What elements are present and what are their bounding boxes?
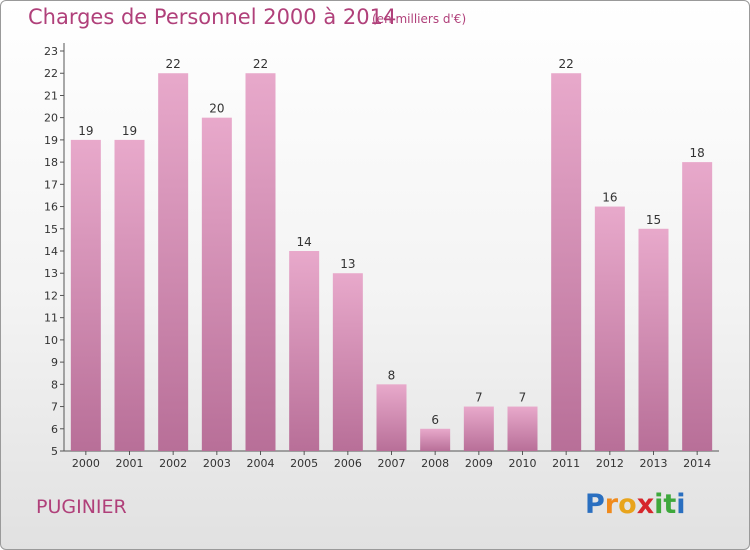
- y-tick-label: 16: [44, 201, 58, 214]
- bar: [551, 73, 582, 451]
- bar: [332, 273, 363, 451]
- x-tick-label: 2008: [421, 457, 449, 470]
- y-tick-label: 6: [51, 423, 58, 436]
- y-tick-label: 23: [44, 45, 58, 58]
- y-tick-label: 8: [51, 378, 58, 391]
- y-tick-label: 17: [44, 178, 58, 191]
- bar: [158, 73, 189, 451]
- bar: [376, 384, 407, 451]
- x-tick-label: 2004: [247, 457, 275, 470]
- y-tick-label: 15: [44, 223, 58, 236]
- y-tick-label: 13: [44, 267, 58, 280]
- chart-title: Charges de Personnel 2000 à 2014: [28, 5, 397, 29]
- x-tick-label: 2006: [334, 457, 362, 470]
- bar: [245, 73, 276, 451]
- bar: [420, 428, 451, 451]
- x-tick-label: 2010: [509, 457, 537, 470]
- bar-value-label: 20: [209, 102, 224, 116]
- x-tick-label: 2005: [290, 457, 318, 470]
- bar: [70, 139, 101, 451]
- y-tick-label: 10: [44, 334, 58, 347]
- x-tick-label: 2013: [640, 457, 668, 470]
- bar-value-label: 14: [297, 235, 312, 249]
- bar-value-label: 19: [78, 124, 93, 138]
- bar: [201, 117, 232, 452]
- x-tick-label: 2002: [159, 457, 187, 470]
- y-tick-label: 19: [44, 134, 58, 147]
- y-tick-label: 9: [51, 356, 58, 369]
- bar-value-label: 7: [475, 391, 483, 405]
- x-tick-label: 2012: [596, 457, 624, 470]
- y-tick-label: 20: [44, 112, 58, 125]
- logo-letter: i: [654, 489, 664, 520]
- bar-value-label: 18: [690, 146, 705, 160]
- logo-letter: o: [618, 489, 637, 520]
- bar-value-label: 19: [122, 124, 137, 138]
- bar: [682, 162, 713, 451]
- proxiti-logo[interactable]: Proxiti: [585, 489, 686, 520]
- bar: [463, 406, 494, 451]
- bar: [507, 406, 538, 451]
- x-tick-label: 2007: [378, 457, 406, 470]
- x-tick-label: 2003: [203, 457, 231, 470]
- bar: [638, 228, 669, 451]
- plot-area: 5 6 7 8 9 10 11 12 13 14 15 16 17 18 19 20 21 22 23 19 2000 1…: [44, 43, 719, 470]
- bar-value-label: 15: [646, 213, 661, 227]
- bar-value-label: 22: [559, 57, 574, 71]
- bar-value-label: 22: [253, 57, 268, 71]
- y-tick-label: 11: [44, 312, 58, 325]
- logo-letter: x: [636, 489, 655, 520]
- x-tick-label: 2009: [465, 457, 493, 470]
- logo-letter: i: [676, 489, 686, 520]
- unit-note: (en milliers d'€): [372, 12, 467, 26]
- y-tick-label: 21: [44, 89, 58, 102]
- logo-letter: r: [604, 489, 619, 520]
- x-tick-label: 2011: [552, 457, 580, 470]
- logo-letter: t: [663, 489, 677, 520]
- bar-value-label: 13: [340, 257, 355, 271]
- logo-letter: P: [585, 489, 605, 520]
- x-tick-label: 2014: [683, 457, 711, 470]
- bar: [594, 206, 625, 451]
- bar: [289, 251, 320, 451]
- y-tick-label: 14: [44, 245, 58, 258]
- bar: [114, 139, 145, 451]
- bar-value-label: 6: [431, 413, 439, 427]
- x-tick-label: 2000: [72, 457, 100, 470]
- bar-value-label: 8: [388, 368, 396, 382]
- x-tick-label: 2001: [116, 457, 144, 470]
- commune-name: PUGINIER: [36, 496, 127, 518]
- y-tick-label: 12: [44, 289, 58, 302]
- y-tick-label: 5: [51, 445, 58, 458]
- bar-value-label: 16: [602, 191, 617, 205]
- y-tick-label: 7: [51, 401, 58, 414]
- bar-value-label: 22: [166, 57, 181, 71]
- y-tick-label: 22: [44, 67, 58, 80]
- y-tick-label: 18: [44, 156, 58, 169]
- bar-value-label: 7: [519, 391, 527, 405]
